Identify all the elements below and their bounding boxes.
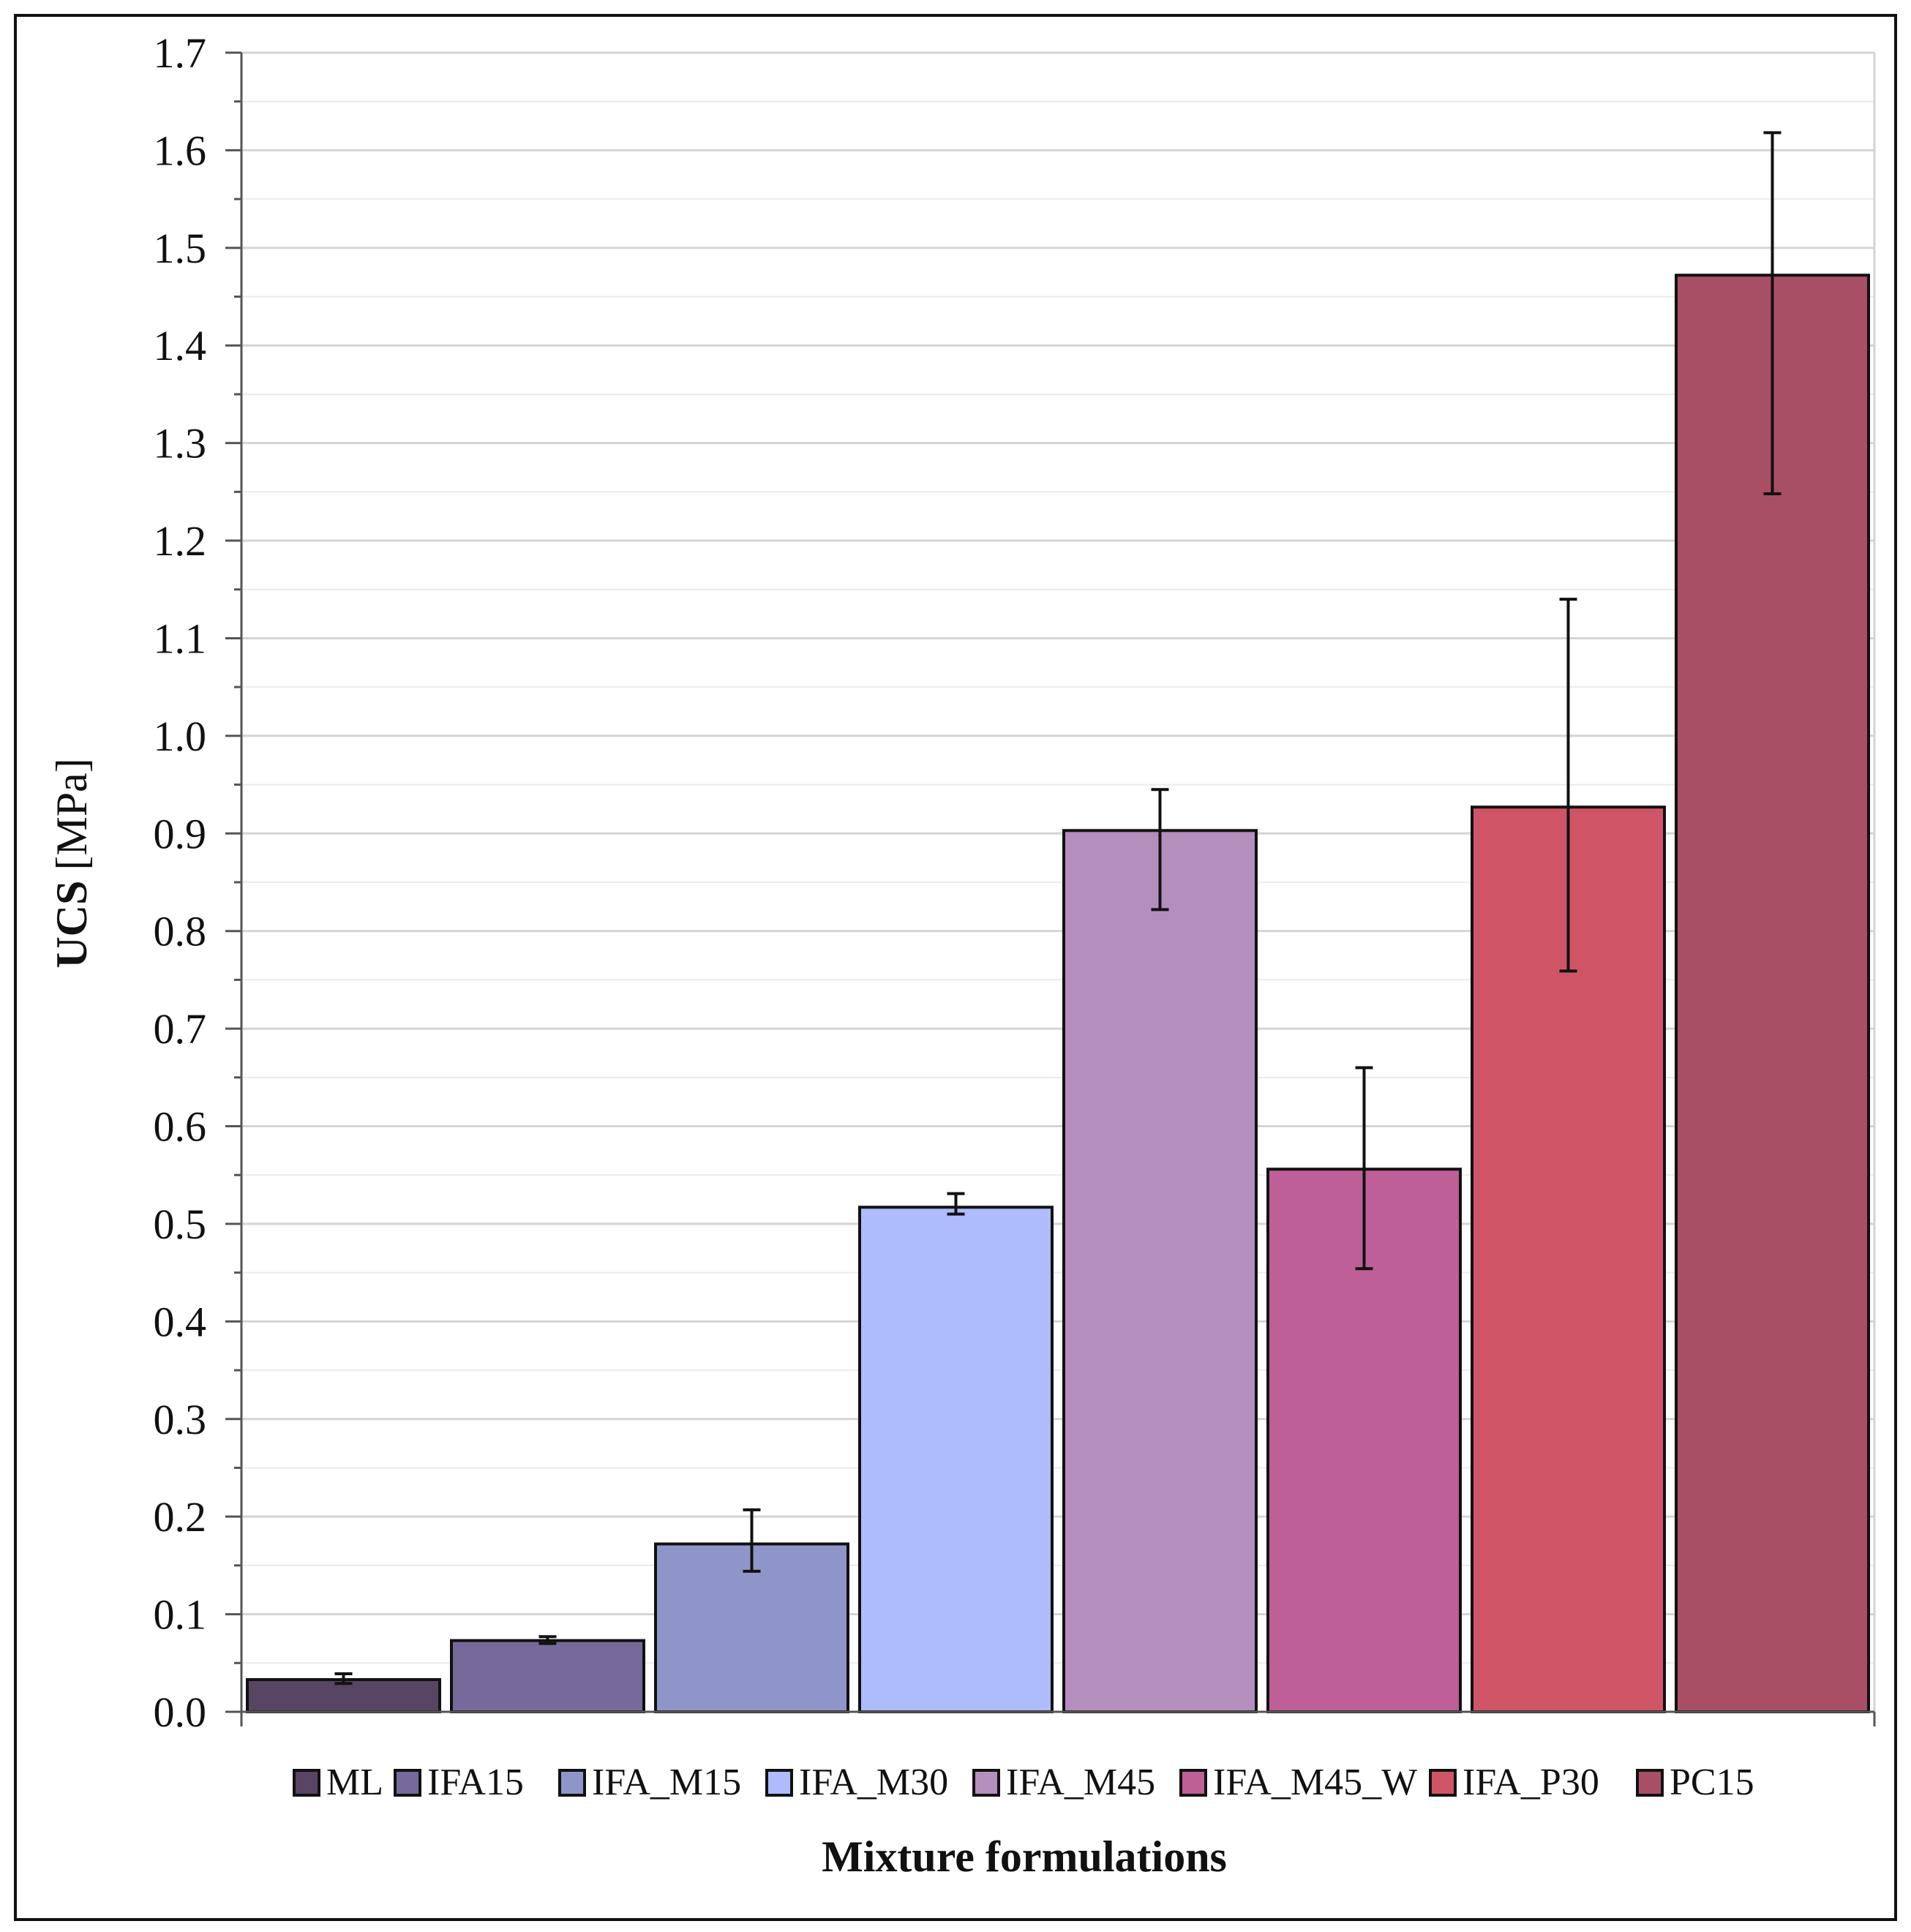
x-axis-title: Mixture formulations [822, 1833, 1227, 1881]
legend-label: IFA15 [427, 1762, 524, 1803]
y-tick-label: 0.3 [154, 1396, 207, 1443]
bar-pc15 [1675, 274, 1870, 1713]
legend-label: IFA_M45_W [1213, 1762, 1417, 1803]
bar-ml [246, 1677, 441, 1714]
y-axis-title-unit: [MPa] [48, 758, 96, 870]
legend-label: ML [326, 1762, 383, 1803]
legend-swatch [394, 1769, 421, 1797]
y-tick-label: 0.1 [154, 1591, 207, 1639]
legend-swatch [972, 1769, 1000, 1797]
y-axis-title: UCS [MPa] [48, 758, 96, 968]
y-tick-label: 0.9 [154, 810, 207, 857]
y-tick-label: 0.7 [154, 1005, 207, 1053]
legend-label: IFA_M15 [592, 1762, 741, 1803]
legend-label: PC15 [1670, 1762, 1754, 1803]
legend-swatch [558, 1769, 586, 1797]
legend-swatch [1636, 1769, 1664, 1797]
legend: ML IFA15 IFA_M15 IFA_M30 IFA_M45 IFA_M45_W IFA… [293, 1762, 1754, 1803]
bar-ifa-m45 [1062, 829, 1258, 1713]
y-tick-label: 1.7 [154, 29, 207, 77]
y-tick-label: 1.3 [154, 420, 207, 467]
legend-label: IFA_P30 [1463, 1762, 1599, 1803]
y-tick-label: 0.2 [154, 1493, 207, 1541]
y-tick-label: 1.5 [154, 225, 207, 272]
legend-swatch [1429, 1769, 1457, 1797]
y-tick-label: 0.4 [154, 1298, 207, 1345]
y-axis-title-main: UCS [48, 881, 96, 969]
legend-swatch [293, 1769, 320, 1797]
bar-ifa-m30 [858, 1206, 1054, 1714]
y-tick-label: 0.6 [154, 1103, 207, 1151]
y-tick-label: 1.4 [154, 322, 207, 369]
legend-swatch [765, 1769, 793, 1797]
legend-label: IFA_M30 [799, 1762, 948, 1803]
y-tick-label: 1.6 [154, 127, 207, 174]
axes: 0.0 0.1 0.2 0.3 0.4 0.5 0.6 0.7 0.8 0.9 1.0 1.1 1.2 1… [154, 29, 1876, 1736]
legend-label: IFA_M45 [1006, 1762, 1155, 1803]
y-tick-label: 0.5 [154, 1200, 207, 1248]
error-bars [334, 131, 1782, 1685]
y-tick-label: 0.8 [154, 908, 207, 955]
legend-swatch [1179, 1769, 1207, 1797]
bar-ifa15 [450, 1639, 645, 1713]
y-tick-label: 1.1 [154, 614, 207, 662]
y-tick-label: 0.0 [154, 1688, 207, 1736]
y-tick-label: 1.2 [154, 517, 207, 565]
bars [246, 274, 1870, 1714]
y-tick-label: 1.0 [154, 713, 207, 760]
